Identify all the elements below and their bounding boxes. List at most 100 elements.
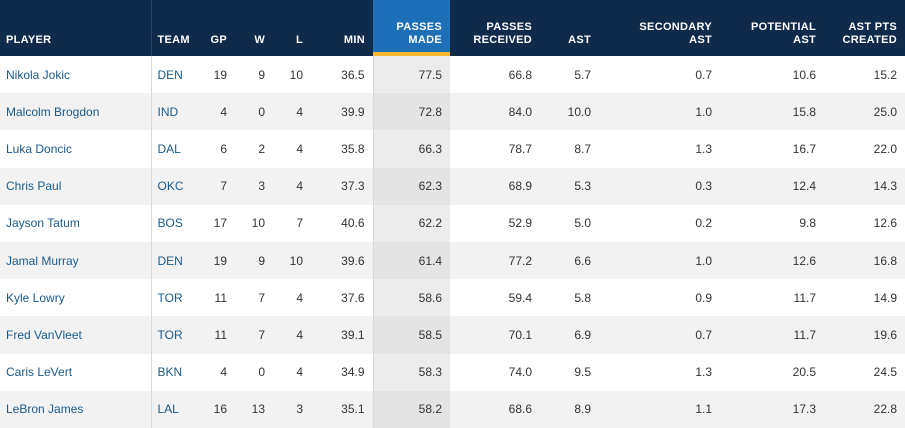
cell-l: 4: [296, 290, 303, 305]
cell-w: 7: [258, 290, 265, 305]
cell-gp: 19: [213, 67, 227, 82]
cell-l: 4: [296, 141, 303, 156]
cell-passes-received: 70.1: [450, 316, 540, 354]
cell-potential-ast: 20.5: [792, 365, 816, 380]
cell-l: 4: [296, 365, 303, 380]
player-link[interactable]: LeBron James: [0, 390, 151, 428]
cell-min: 35.8: [341, 141, 365, 156]
team-link[interactable]: OKC: [150, 167, 206, 205]
player-link[interactable]: Fred VanVleet: [0, 316, 151, 354]
cell-passes-made: 61.4: [372, 241, 450, 280]
cell-ast-pts-created: 25.0: [824, 93, 905, 131]
cell-gp: 17: [213, 216, 227, 231]
cell-potential-ast: 11.7: [720, 316, 824, 354]
cell-gp: 16: [206, 390, 235, 428]
team-link[interactable]: BKN: [150, 353, 206, 391]
team-link[interactable]: BOS: [150, 204, 206, 242]
table-body: Nikola Jokic DEN 19 9 10 36.5 77.5 66.8 5.7 0.7 10…: [0, 56, 905, 428]
cell-passes-received: 68.9: [450, 167, 540, 205]
header-ast[interactable]: AST: [540, 0, 599, 56]
cell-l: 7: [296, 216, 303, 231]
team-link[interactable]: DEN: [150, 56, 206, 94]
header-team[interactable]: TEAM: [150, 0, 206, 56]
table-row: Jamal Murray DEN 19 9 10 39.6 61.4 77.2 6.6 1.0 12…: [0, 241, 905, 280]
player-link[interactable]: Nikola Jokic: [6, 67, 71, 82]
cell-min: 34.9: [341, 365, 365, 380]
cell-l: 10: [289, 67, 303, 82]
cell-secondary-ast: 1.3: [695, 141, 712, 156]
header-secondary-ast[interactable]: SECONDARY AST: [599, 0, 720, 56]
cell-ast: 6.9: [540, 316, 599, 354]
player-link[interactable]: Jamal Murray: [0, 241, 151, 280]
cell-potential-ast: 17.3: [720, 390, 824, 428]
header-gp[interactable]: GP: [206, 0, 235, 56]
cell-gp: 6: [220, 141, 227, 156]
cell-secondary-ast: 1.3: [695, 365, 712, 380]
cell-secondary-ast: 0.9: [695, 290, 712, 305]
cell-passes-made: 58.6: [372, 279, 450, 317]
cell-l: 4: [273, 167, 311, 205]
cell-w: 0: [258, 365, 265, 380]
cell-gp: 11: [206, 316, 235, 354]
cell-w: 2: [258, 141, 265, 156]
header-potential-ast[interactable]: POTENTIAL AST: [720, 0, 824, 56]
cell-min: 39.1: [311, 316, 373, 354]
player-link[interactable]: Jayson Tatum: [6, 216, 80, 231]
cell-passes-received: 52.9: [508, 216, 532, 231]
cell-ast: 5.0: [574, 216, 591, 231]
cell-passes-made: 58.5: [372, 316, 450, 354]
header-w[interactable]: W: [235, 0, 273, 56]
cell-ast-pts-created: 22.8: [824, 390, 905, 428]
cell-potential-ast: 12.4: [720, 167, 824, 205]
player-link[interactable]: Malcolm Brogdon: [0, 93, 151, 131]
cell-secondary-ast: 0.7: [599, 316, 720, 354]
header-passes-received[interactable]: PASSES RECEIVED: [450, 0, 540, 56]
table-row: Malcolm Brogdon IND 4 0 4 39.9 72.8 84.0 10.0 1.0…: [0, 93, 905, 131]
table-row: Fred VanVleet TOR 11 7 4 39.1 58.5 70.1 6.9 0.7 11…: [0, 316, 905, 354]
cell-ast-pts-created: 14.3: [824, 167, 905, 205]
header-passes-made[interactable]: PASSES MADE: [373, 0, 450, 56]
table-row: Caris LeVert BKN 4 0 4 34.9 58.3 74.0 9.5 1.3 20.5…: [0, 353, 905, 391]
player-link[interactable]: Chris Paul: [0, 167, 151, 205]
cell-passes-received: 77.2: [450, 241, 540, 280]
cell-ast: 8.7: [574, 141, 591, 156]
cell-w: 9: [235, 241, 273, 280]
cell-secondary-ast: 0.7: [695, 67, 712, 82]
cell-w: 3: [235, 167, 273, 205]
cell-min: 37.3: [311, 167, 373, 205]
cell-min: 39.9: [311, 93, 373, 131]
header-min[interactable]: MIN: [311, 0, 373, 56]
cell-w: 10: [251, 216, 265, 231]
cell-passes-received: 68.6: [450, 390, 540, 428]
cell-passes-received: 84.0: [450, 93, 540, 131]
cell-ast: 6.6: [540, 241, 599, 280]
team-link[interactable]: DEN: [150, 241, 206, 280]
team-link[interactable]: DAL: [150, 130, 206, 168]
cell-passes-received: 78.7: [508, 141, 532, 156]
cell-gp: 19: [206, 241, 235, 280]
cell-ast: 5.8: [574, 290, 591, 305]
header-l[interactable]: L: [273, 0, 311, 56]
cell-secondary-ast: 0.2: [695, 216, 712, 231]
table-row: LeBron James LAL 16 13 3 35.1 58.2 68.6 8.9 1.1 17…: [0, 390, 905, 428]
cell-ast-pts-created: 14.9: [873, 290, 897, 305]
cell-passes-made: 72.8: [372, 93, 450, 131]
cell-ast: 5.3: [540, 167, 599, 205]
team-link[interactable]: TOR: [150, 316, 206, 354]
team-link[interactable]: LAL: [150, 390, 206, 428]
team-link[interactable]: TOR: [150, 279, 206, 317]
cell-potential-ast: 16.7: [792, 141, 816, 156]
player-link[interactable]: Kyle Lowry: [6, 290, 65, 305]
player-link[interactable]: Caris LeVert: [6, 365, 73, 380]
cell-ast-pts-created: 19.6: [824, 316, 905, 354]
cell-min: 36.5: [341, 67, 365, 82]
header-ast-pts-created[interactable]: AST PTS CREATED: [824, 0, 905, 56]
player-link[interactable]: Luka Doncic: [6, 141, 73, 156]
cell-w: 9: [258, 67, 265, 82]
team-link[interactable]: IND: [150, 93, 206, 131]
cell-w: 0: [235, 93, 273, 131]
header-player[interactable]: PLAYER: [0, 0, 151, 56]
cell-gp: 11: [214, 290, 227, 305]
cell-ast-pts-created: 16.8: [824, 241, 905, 280]
